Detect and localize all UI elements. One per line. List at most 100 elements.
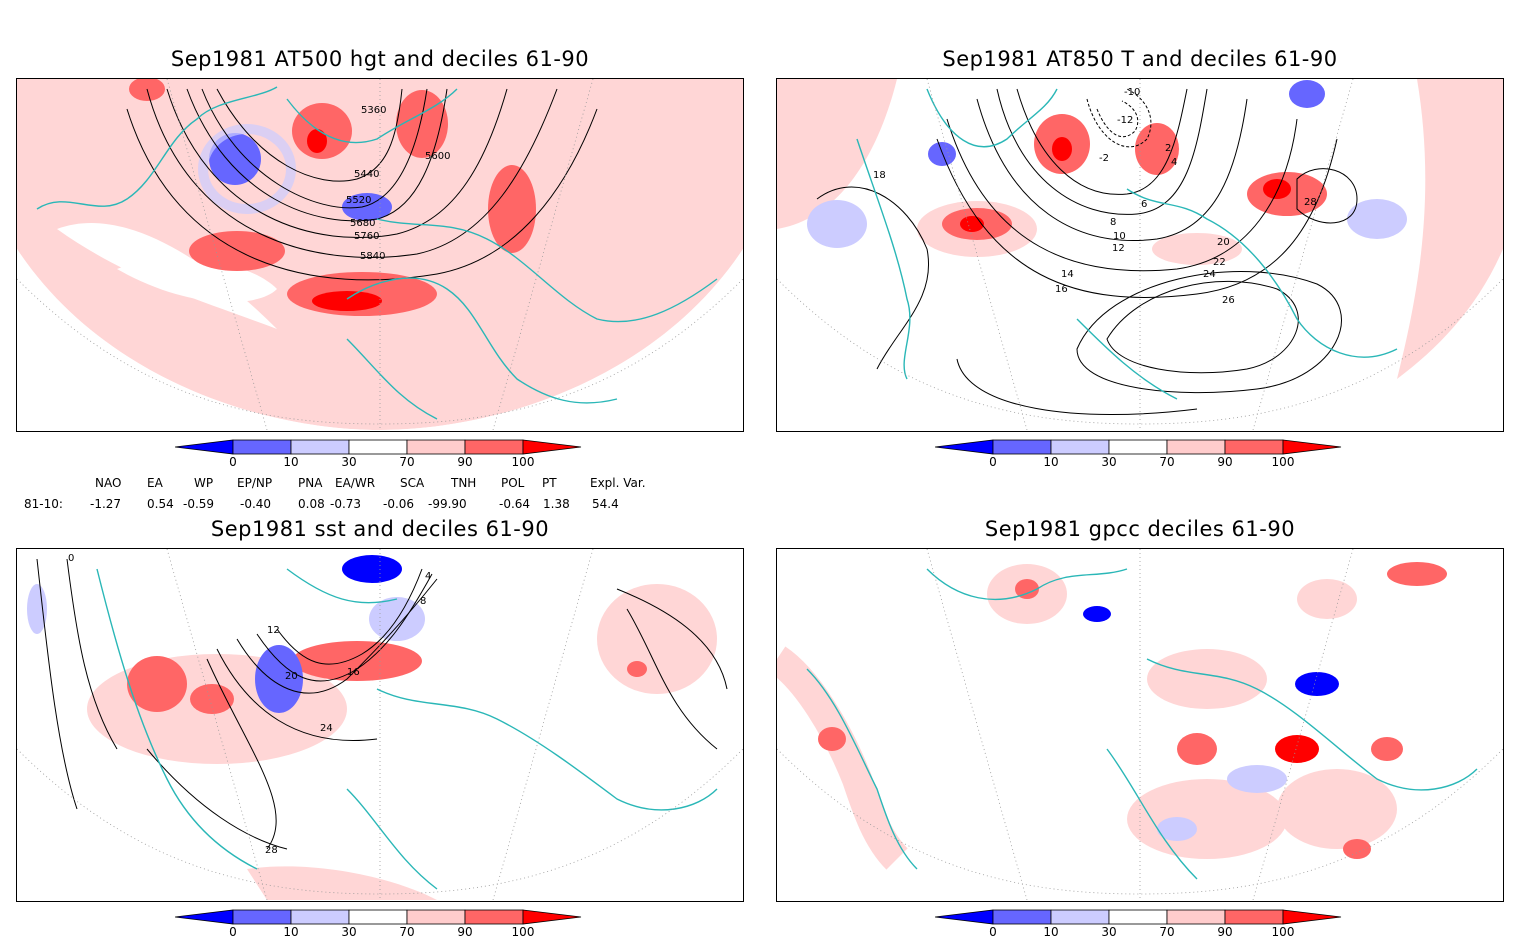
teleconnection-row-label: 81-10: bbox=[24, 497, 63, 511]
colorbar-tick-label: 10 bbox=[1043, 925, 1059, 939]
decile-0-patch bbox=[1083, 606, 1111, 622]
colorbar-segment bbox=[992, 439, 1052, 455]
tc-value-ea: 0.54 bbox=[147, 497, 174, 511]
colorbar-tick-label: 30 bbox=[341, 455, 357, 469]
decile-100-patch bbox=[1052, 137, 1072, 161]
decile-90-patch bbox=[127, 656, 187, 712]
colorbar-t850: 0 10 30 70 90 100 bbox=[935, 438, 1355, 474]
contour-label: 8 bbox=[420, 596, 426, 607]
colorbar-canvas bbox=[935, 909, 1342, 925]
outside-hemisphere bbox=[380, 249, 743, 430]
tc-header-tnh: TNH bbox=[451, 476, 477, 490]
tc-header-epnp: EP/NP bbox=[237, 476, 273, 490]
decile-10-patch bbox=[1289, 80, 1325, 108]
decile-70-patch bbox=[247, 866, 437, 900]
decile-30-ring bbox=[198, 124, 296, 214]
decile-100-patch bbox=[960, 216, 984, 232]
colorbar-segment bbox=[522, 909, 582, 925]
coastlines bbox=[96, 568, 718, 890]
decile-10-patch bbox=[928, 142, 956, 166]
temperature-contours bbox=[816, 88, 1358, 416]
decile-70-patch bbox=[777, 79, 897, 229]
contour-label: 16 bbox=[347, 667, 360, 678]
colorbar-segment bbox=[290, 909, 350, 925]
decile-90-patch bbox=[190, 684, 234, 714]
decile-70-patch bbox=[1277, 769, 1397, 849]
coastlines bbox=[856, 88, 1398, 400]
colorbar-segment bbox=[464, 909, 524, 925]
colorbar-tick-label: 0 bbox=[229, 455, 237, 469]
colorbar-tick-label: 70 bbox=[399, 925, 415, 939]
contour-label: 28 bbox=[1304, 197, 1317, 208]
contour-label: 6 bbox=[1141, 199, 1147, 210]
tc-value-nao: -1.27 bbox=[90, 497, 122, 511]
tc-header-wp: WP bbox=[194, 476, 214, 490]
decile-90-patch bbox=[627, 661, 647, 677]
decile-90-patch bbox=[818, 727, 846, 751]
contour-label: 24 bbox=[320, 723, 333, 734]
colorbar-gpcc: 0 10 30 70 90 100 bbox=[935, 908, 1355, 944]
negative-contours bbox=[1086, 88, 1152, 148]
colorbar-canvas bbox=[935, 439, 1342, 455]
decile-90-patch bbox=[1371, 737, 1403, 761]
colorbar-tick-label: 90 bbox=[1217, 925, 1233, 939]
sst-contours bbox=[36, 558, 728, 850]
colorbar-segment bbox=[232, 439, 292, 455]
colorbar-segment bbox=[175, 439, 234, 455]
contour-label: 24 bbox=[1203, 269, 1216, 280]
colorbar-segment bbox=[1282, 439, 1342, 455]
map-t850: -10 -12 -2 2 4 6 8 10 12 14 16 18 20 22 … bbox=[776, 78, 1504, 432]
colorbar-segment bbox=[175, 909, 234, 925]
tc-value-pna: 0.08 bbox=[298, 497, 325, 511]
panel-title-sst: Sep1981 sst and deciles 61-90 bbox=[210, 517, 550, 541]
contour-label: 14 bbox=[1061, 269, 1074, 280]
colorbar-tick-label: 90 bbox=[1217, 455, 1233, 469]
tc-header-pt: PT bbox=[542, 476, 557, 490]
decile-70-patch bbox=[1147, 649, 1267, 709]
graticule bbox=[17, 549, 743, 900]
tc-value-sca: -0.06 bbox=[383, 497, 415, 511]
decile-30-patch bbox=[1227, 765, 1287, 793]
colorbar-canvas bbox=[175, 909, 582, 925]
decile-100-patch bbox=[312, 291, 382, 311]
decile-30-patch bbox=[27, 584, 47, 634]
map-gpcc-canvas bbox=[777, 549, 1503, 900]
colorbar-segment bbox=[1050, 439, 1110, 455]
colorbar-segment bbox=[935, 439, 994, 455]
colorbar-tick-label: 70 bbox=[1159, 455, 1175, 469]
tc-header-eawr: EA/WR bbox=[335, 476, 376, 490]
map-hgt500: 5360 5440 5520 5600 5680 5760 5840 bbox=[16, 78, 744, 432]
colorbar-tick-label: 100 bbox=[1271, 455, 1295, 469]
colorbar-tick-label: 0 bbox=[989, 455, 997, 469]
contour-label: 12 bbox=[1112, 243, 1125, 254]
colorbar-segment bbox=[348, 439, 408, 455]
tc-header-sca: SCA bbox=[400, 476, 425, 490]
contour-label: 5760 bbox=[354, 231, 379, 242]
colorbar-segment bbox=[348, 909, 408, 925]
contour-label: 5520 bbox=[346, 195, 371, 206]
colorbar-tick-label: 70 bbox=[1159, 925, 1175, 939]
decile-30-patch bbox=[1347, 199, 1407, 239]
decile-90-patch bbox=[396, 90, 448, 158]
colorbar-segment bbox=[935, 909, 994, 925]
decile-90-patch bbox=[1015, 579, 1039, 599]
decile-90-patch bbox=[1135, 123, 1179, 175]
colorbar-tick-label: 90 bbox=[457, 925, 473, 939]
colorbar-tick-label: 10 bbox=[283, 925, 299, 939]
contour-label: 18 bbox=[873, 170, 886, 181]
colorbar-segment bbox=[290, 439, 350, 455]
contour-label: 4 bbox=[425, 571, 431, 582]
graticule bbox=[17, 79, 743, 430]
colorbar-tick-label: 10 bbox=[283, 455, 299, 469]
colorbar-tick-label: 70 bbox=[399, 455, 415, 469]
contour-label: 10 bbox=[1113, 231, 1126, 242]
decile-30-patch bbox=[1157, 817, 1197, 841]
map-gpcc bbox=[776, 548, 1504, 902]
tc-value-epnp: -0.40 bbox=[240, 497, 272, 511]
colorbar-segment bbox=[522, 439, 582, 455]
colorbar-segment bbox=[1166, 439, 1226, 455]
tc-value-expl-var: 54.4 bbox=[592, 497, 619, 511]
graticule bbox=[777, 549, 1503, 900]
decile-90-patch bbox=[1343, 839, 1371, 859]
colorbar-tick-label: 100 bbox=[511, 455, 535, 469]
